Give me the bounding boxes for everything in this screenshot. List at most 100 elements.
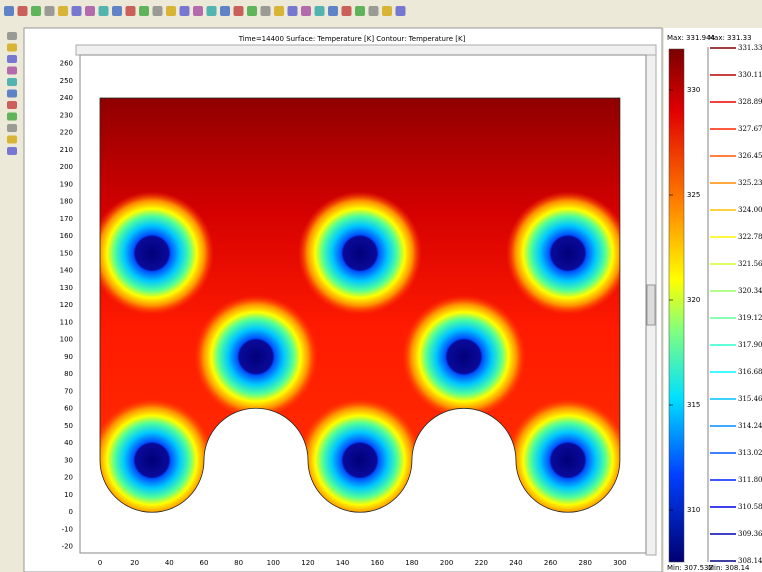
- contour-level-label: 330.112: [738, 71, 762, 79]
- toolbar-button[interactable]: [247, 6, 257, 16]
- toolbar-button[interactable]: [31, 6, 41, 16]
- y-tick-label: 110: [60, 318, 73, 326]
- scroll-thumb[interactable]: [646, 284, 656, 326]
- y-tick-label: 220: [60, 129, 73, 137]
- cooling-pipe: [100, 191, 214, 316]
- toolbar-button[interactable]: [368, 6, 379, 16]
- side-button[interactable]: [7, 135, 17, 144]
- side-button[interactable]: [7, 32, 17, 40]
- toolbar-button[interactable]: [152, 6, 163, 16]
- toolbar-button[interactable]: [260, 6, 271, 16]
- y-tick-label: -20: [62, 543, 73, 551]
- toolbar-button[interactable]: [328, 6, 338, 16]
- toolbar-button[interactable]: [85, 6, 95, 16]
- toolbar-button[interactable]: [341, 6, 352, 16]
- y-tick-label: 0: [69, 508, 73, 516]
- y-tick-label: 210: [60, 146, 73, 154]
- x-tick-label: 240: [509, 559, 522, 567]
- side-button[interactable]: [7, 89, 17, 98]
- contour-level-label: 331.333: [738, 44, 762, 52]
- y-tick-label: 100: [60, 336, 73, 344]
- contour-level-label: 315.46: [738, 395, 762, 403]
- colorbar-max: Max: 331.944: [667, 34, 716, 42]
- y-tick-label: 170: [60, 215, 73, 223]
- y-tick-label: 40: [64, 439, 73, 447]
- x-tick-label: 140: [336, 559, 349, 567]
- y-tick-label: -10: [62, 525, 73, 533]
- toolbar-button[interactable]: [314, 6, 325, 16]
- y-tick-label: 230: [60, 111, 73, 119]
- y-tick-label: 120: [60, 301, 73, 309]
- toolbar-button[interactable]: [71, 6, 82, 16]
- toolbar-button[interactable]: [166, 6, 176, 16]
- x-tick-label: 300: [613, 559, 626, 567]
- cooling-pipe: [297, 398, 422, 513]
- toolbar-button[interactable]: [44, 6, 55, 16]
- cooling-pipe: [193, 294, 318, 419]
- toolbar-button[interactable]: [193, 6, 203, 16]
- h-scrollbar[interactable]: [75, 44, 657, 56]
- contour-max: Max: 331.33: [708, 34, 752, 42]
- contour-level-label: 317.90: [738, 341, 762, 349]
- x-tick-label: 280: [579, 559, 592, 567]
- y-tick-label: 130: [60, 284, 73, 292]
- cooling-pipe: [100, 398, 214, 513]
- side-button[interactable]: [7, 124, 17, 132]
- contour-level-label: 322.78: [738, 233, 762, 241]
- y-tick-label: 140: [60, 267, 73, 275]
- x-tick-label: 100: [267, 559, 280, 567]
- toolbar-button[interactable]: [58, 6, 68, 16]
- x-tick-label: 180: [405, 559, 418, 567]
- x-tick-label: 120: [301, 559, 314, 567]
- toolbar-button[interactable]: [179, 6, 190, 16]
- cooling-pipe: [505, 191, 620, 316]
- toolbar-button[interactable]: [274, 6, 284, 16]
- y-tick-label: 150: [60, 249, 73, 257]
- toolbar-button[interactable]: [233, 6, 244, 16]
- x-tick-label: 0: [98, 559, 102, 567]
- y-tick-label: 10: [64, 491, 73, 499]
- y-tick-label: 80: [64, 370, 73, 378]
- toolbar-button[interactable]: [206, 6, 217, 16]
- side-button[interactable]: [7, 112, 17, 121]
- toolbar-button[interactable]: [17, 6, 28, 16]
- side-button[interactable]: [7, 66, 17, 75]
- toolbar-button[interactable]: [355, 6, 365, 16]
- y-tick-label: 240: [60, 94, 73, 102]
- toolbar-button[interactable]: [125, 6, 136, 16]
- contour-level-label: 313.02: [738, 449, 762, 457]
- contour-level-label: 320.34: [738, 287, 762, 295]
- y-tick-label: 20: [64, 474, 73, 482]
- toolbar-button[interactable]: [4, 6, 14, 16]
- y-tick-label: 160: [60, 232, 73, 240]
- toolbar-button[interactable]: [112, 6, 122, 16]
- y-tick-label: 50: [64, 422, 73, 430]
- x-tick-label: 40: [165, 559, 174, 567]
- toolbar-button[interactable]: [287, 6, 298, 16]
- toolbar-button[interactable]: [395, 6, 406, 16]
- contour-level-label: 321.56: [738, 260, 762, 268]
- plot-title: Time=14400 Surface: Temperature [K] Cont…: [238, 35, 466, 43]
- y-tick-label: 260: [60, 60, 73, 68]
- temperature-field: [100, 98, 620, 513]
- side-button[interactable]: [7, 55, 17, 63]
- side-button[interactable]: [7, 101, 17, 109]
- toolbar-button[interactable]: [301, 6, 311, 16]
- side-button[interactable]: [7, 78, 17, 86]
- colorbar-tick-label: 330: [687, 86, 700, 94]
- contour-level-label: 308.14: [738, 557, 762, 565]
- toolbar-button[interactable]: [139, 6, 149, 16]
- y-tick-label: 90: [64, 353, 73, 361]
- toolbar-button[interactable]: [220, 6, 230, 16]
- contour-level-label: 311.80: [738, 476, 762, 484]
- side-button[interactable]: [7, 43, 17, 52]
- colorbar-tick-label: 315: [687, 401, 700, 409]
- toolbar-button[interactable]: [98, 6, 109, 16]
- contour-level-label: 326.45: [738, 152, 762, 160]
- x-tick-label: 260: [544, 559, 557, 567]
- toolbar-button[interactable]: [382, 6, 392, 16]
- side-button[interactable]: [7, 147, 17, 155]
- colorbar-tick-label: 320: [687, 296, 700, 304]
- contour-level-label: 316.68: [738, 368, 762, 376]
